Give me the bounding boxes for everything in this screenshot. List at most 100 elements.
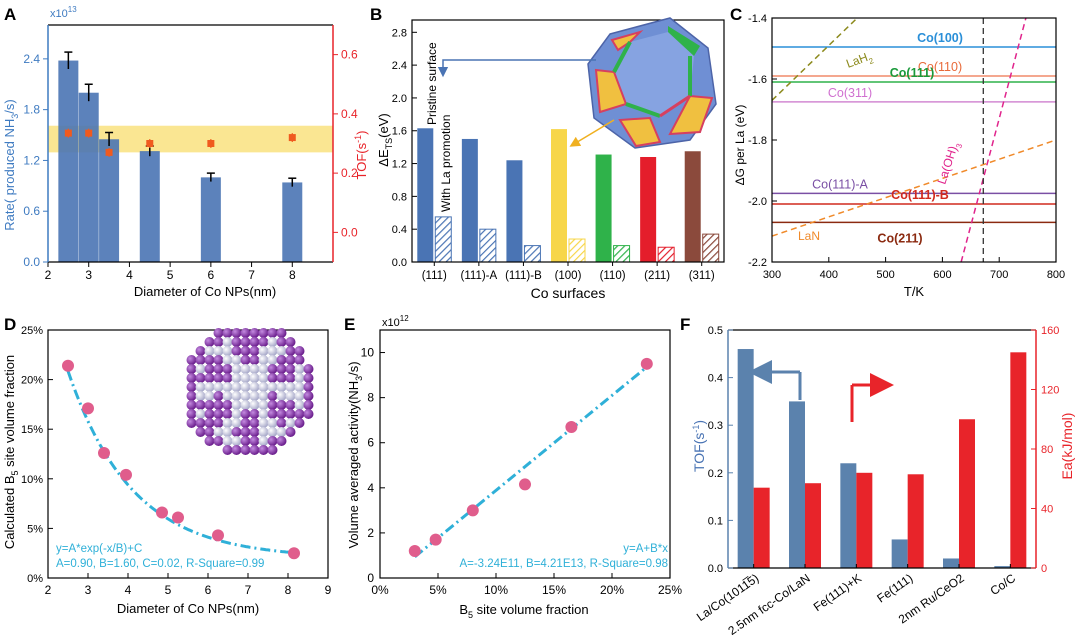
atom bbox=[231, 373, 242, 383]
panel-d-axes: 2 3 4 5 6 7 8 9 0% 5% 10% 15% 20% 25% bbox=[21, 325, 332, 597]
y-tick-label: 1.2 bbox=[392, 159, 407, 171]
atom bbox=[240, 418, 251, 428]
atom bbox=[213, 382, 224, 392]
atom bbox=[258, 391, 269, 401]
atom bbox=[186, 364, 197, 374]
atom bbox=[195, 364, 206, 374]
atom bbox=[204, 337, 215, 347]
atom bbox=[231, 346, 242, 356]
atom bbox=[249, 328, 260, 338]
atom bbox=[195, 373, 206, 383]
y-tick-label: 5% bbox=[27, 523, 43, 535]
atom bbox=[276, 328, 287, 338]
atom bbox=[231, 391, 242, 401]
panel-e-label: E bbox=[344, 315, 355, 334]
la-promotion-bar bbox=[434, 216, 452, 263]
atom bbox=[222, 409, 233, 419]
tof-point bbox=[288, 134, 296, 142]
data-point bbox=[82, 402, 94, 415]
atom bbox=[258, 427, 269, 437]
atom bbox=[213, 328, 224, 338]
tof-point bbox=[207, 140, 215, 147]
y-right-tick-label: 0 bbox=[1041, 563, 1047, 575]
panel-a-ylabel-left: Rate( produced NH3/s) bbox=[2, 99, 20, 230]
x-tick-label: 800 bbox=[1047, 269, 1065, 281]
plot-frame bbox=[379, 329, 671, 579]
atom bbox=[231, 382, 242, 392]
atom bbox=[267, 445, 278, 455]
x-tick-label: 8 bbox=[289, 268, 296, 282]
panel-e-fit-line bbox=[413, 365, 648, 558]
atom bbox=[285, 400, 296, 410]
atom bbox=[267, 346, 278, 356]
pristine-bar bbox=[506, 160, 523, 262]
atom bbox=[222, 364, 233, 374]
y-right-tick-label: 80 bbox=[1041, 444, 1053, 456]
atom bbox=[303, 382, 314, 392]
panel-b: B (111) (111)-A (111)-B (100) (110) (211) (311… bbox=[370, 5, 725, 301]
atom bbox=[195, 391, 206, 401]
atom bbox=[195, 400, 206, 410]
x-tick-label: 2 bbox=[45, 268, 52, 282]
x-tick-label: 7 bbox=[245, 583, 252, 597]
atom bbox=[186, 409, 197, 419]
atom bbox=[222, 355, 233, 365]
x-tick-label: 25% bbox=[658, 583, 682, 597]
atom bbox=[258, 445, 269, 455]
data-point bbox=[408, 544, 421, 557]
tof-bar bbox=[789, 401, 805, 568]
x-tick-label: 5 bbox=[167, 268, 174, 282]
atom bbox=[276, 436, 287, 446]
panel-b-label: B bbox=[370, 5, 382, 24]
atom bbox=[222, 400, 233, 410]
atom bbox=[258, 400, 269, 410]
panel-f-bars bbox=[737, 349, 1027, 568]
atom bbox=[213, 436, 224, 446]
panel-b-xlabel: Co surfaces bbox=[531, 285, 606, 301]
atom bbox=[303, 364, 314, 374]
tof-bar bbox=[994, 566, 1011, 568]
panel-a-axes: 2 3 4 5 6 7 8 0.0 0.6 1.2 1.8 2.4 0.0 0.2 0.4 0.6 bbox=[23, 24, 358, 282]
atom bbox=[240, 364, 251, 374]
category-label: Fe(111) bbox=[874, 571, 915, 606]
line-label: Co(111)-B bbox=[891, 188, 949, 202]
atom bbox=[285, 382, 296, 392]
panel-b-annotation-pristine: Pristine surface bbox=[425, 42, 439, 125]
panel-d-fit-formula: y=A*exp(-x/B)+C bbox=[56, 543, 142, 555]
atom bbox=[222, 436, 233, 446]
line-label: Co(111) bbox=[890, 66, 934, 80]
atom bbox=[267, 337, 278, 347]
atom bbox=[186, 382, 197, 392]
x-tick-label: (111)-A bbox=[461, 270, 498, 282]
atom bbox=[303, 400, 314, 410]
panel-a-label: A bbox=[4, 5, 16, 24]
panel-a-ylabel-right: TOF(s-1) bbox=[353, 131, 369, 180]
panel-c-xlabel: T/K bbox=[904, 284, 925, 299]
y-tick-label: 0% bbox=[27, 573, 43, 585]
panel-e-ylabel: Volume averaged activity(NH3/s) bbox=[346, 361, 364, 548]
la-promotion-bar bbox=[657, 246, 675, 263]
atom bbox=[213, 346, 224, 356]
atom bbox=[240, 445, 251, 455]
co-nanoparticle-structure bbox=[587, 17, 717, 149]
y-tick-label: -1.4 bbox=[748, 13, 767, 25]
atom bbox=[249, 382, 260, 392]
atom bbox=[276, 427, 287, 437]
atom bbox=[267, 436, 278, 446]
y-tick-label: 0 bbox=[367, 571, 374, 585]
atom bbox=[204, 364, 215, 374]
y-right-tick-label: 0.2 bbox=[341, 166, 358, 180]
atom bbox=[258, 346, 269, 356]
y-tick-label: 20% bbox=[21, 375, 43, 387]
panel-d-points bbox=[62, 359, 300, 560]
panel-e-points bbox=[408, 357, 653, 557]
y-tick-label: 8 bbox=[367, 391, 374, 405]
atom bbox=[222, 391, 233, 401]
atom bbox=[249, 364, 260, 374]
panel-b-annotation-la: With La promotion bbox=[439, 115, 453, 212]
panel-c-lan-label: LaN bbox=[798, 229, 820, 243]
atom bbox=[294, 364, 305, 374]
y-tick-label: 0.8 bbox=[392, 191, 407, 203]
rate-bar bbox=[200, 177, 221, 262]
ea-bar bbox=[959, 419, 975, 568]
